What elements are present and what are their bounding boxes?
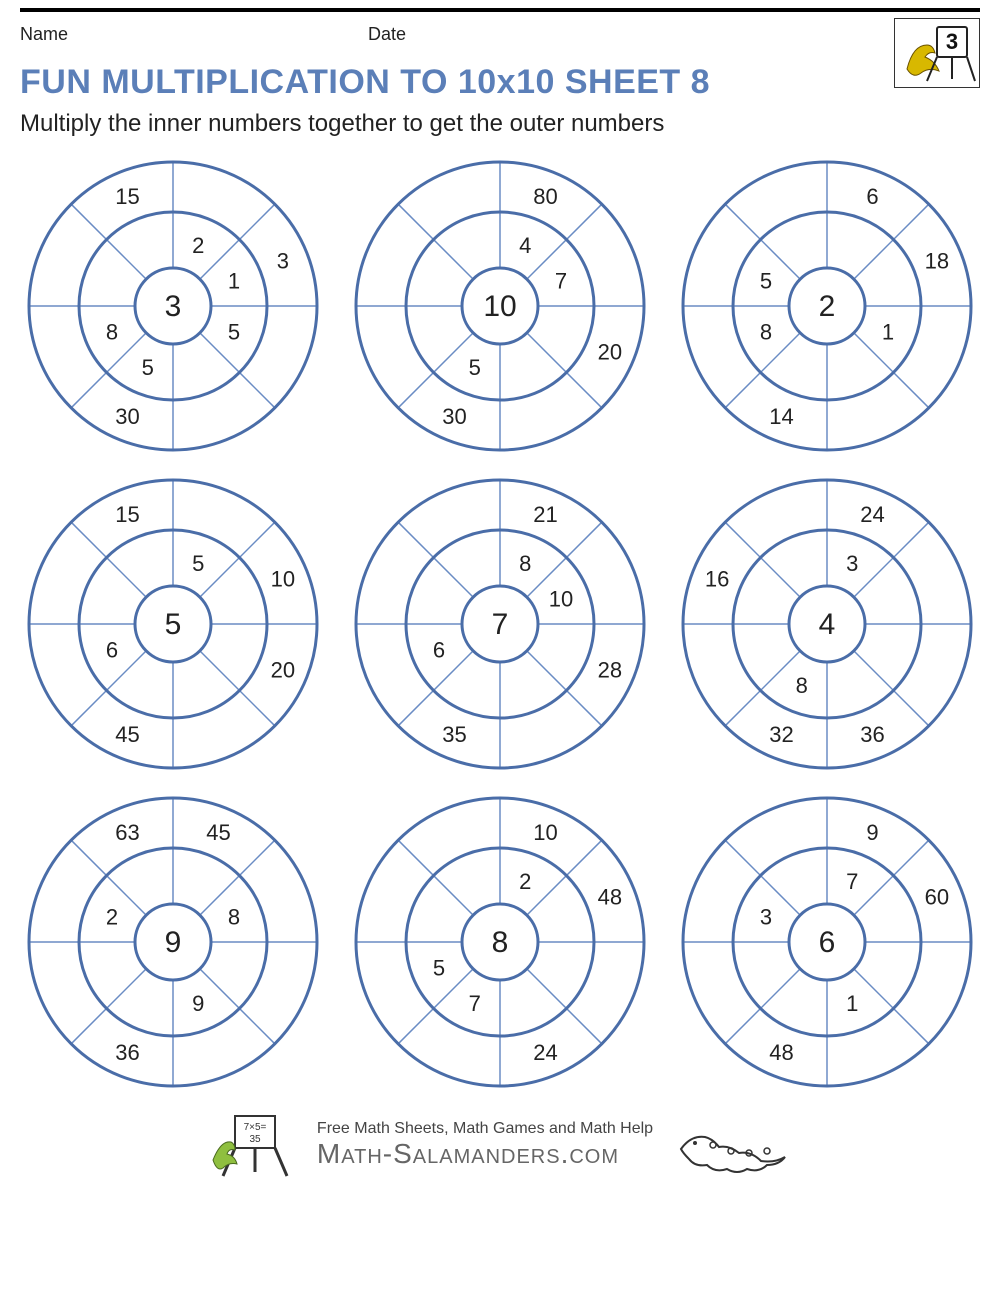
wheel-outer-value: 15 [116, 184, 140, 209]
wheel-inner-value: 1 [882, 319, 894, 344]
wheel-outer-value: 60 [924, 885, 948, 910]
footer-tagline: Free Math Sheets, Math Games and Math He… [317, 1120, 653, 1138]
wheel-outer-value: 3 [277, 249, 289, 274]
wheel-center: 5 [165, 608, 182, 641]
wheel-outer-value: 30 [116, 404, 140, 429]
wheel-outer-value: 63 [116, 820, 140, 845]
wheel-inner-value: 3 [760, 905, 772, 930]
footer: 7×5= 35 Free Math Sheets, Math Games and… [20, 1110, 980, 1180]
wheel-inner-value: 6 [106, 637, 118, 662]
wheel-outer-value: 36 [860, 722, 884, 747]
multiplication-wheel: 2 6 18 1 14 8 5 [677, 156, 977, 456]
wheel-inner-value: 2 [106, 905, 118, 930]
date-label: Date [368, 24, 406, 45]
wheel-outer-value: 18 [924, 249, 948, 274]
worksheet-title: FUN MULTIPLICATION TO 10x10 SHEET 8 [20, 63, 980, 102]
wheel-outer-value: 10 [271, 567, 295, 592]
multiplication-wheel: 4 324 36 832 16 [677, 474, 977, 774]
wheel-outer-value: 32 [769, 722, 793, 747]
wheel-center: 9 [165, 926, 182, 959]
multiplication-wheel: 7 821 10 28 35 6 [350, 474, 650, 774]
wheel-inner-value: 9 [193, 991, 205, 1016]
wheel-outer-value: 24 [860, 502, 884, 527]
wheel-center: 6 [818, 926, 835, 959]
multiplication-wheel: 8 210 48 24 75 [350, 792, 650, 1092]
wheel-inner-value: 5 [228, 319, 240, 344]
wheel-inner-value: 4 [519, 233, 531, 258]
wheel-inner-value: 6 [433, 637, 445, 662]
wheel-outer-value: 20 [598, 340, 622, 365]
footer-text: Free Math Sheets, Math Games and Math He… [317, 1120, 653, 1170]
wheel-inner-value: 8 [519, 551, 531, 576]
wheel-outer-value: 14 [769, 404, 793, 429]
wheel-outer-value: 10 [533, 820, 557, 845]
wheel-center: 2 [818, 290, 835, 323]
wheel-grid: 3213553081510480720530261811485551020456… [20, 156, 980, 1092]
wheel-outer-value: 16 [705, 567, 729, 592]
wheel-center: 4 [818, 608, 835, 641]
header-row: Name Date 3 [20, 24, 980, 45]
footer-brand: Math-Salamanders.com [317, 1138, 653, 1170]
wheel-inner-value: 1 [846, 991, 858, 1016]
wheel-inner-value: 10 [549, 587, 573, 612]
wheel-outer-value: 30 [442, 404, 466, 429]
multiplication-wheel: 6 79 60 1 48 3 [677, 792, 977, 1092]
wheel-outer-value: 36 [116, 1040, 140, 1065]
wheel-center: 10 [483, 290, 516, 323]
wheel-outer-value: 24 [533, 1040, 557, 1065]
svg-text:35: 35 [249, 1134, 261, 1145]
wheel-outer-value: 35 [442, 722, 466, 747]
wheel-inner-value: 1 [228, 269, 240, 294]
top-rule [20, 8, 980, 12]
svg-text:7×5=: 7×5= [244, 1122, 267, 1133]
wheel-inner-value: 8 [228, 905, 240, 930]
wheel-inner-value: 7 [846, 869, 858, 894]
wheel-outer-value: 48 [598, 885, 622, 910]
wheel-outer-value: 20 [271, 658, 295, 683]
wheel-inner-value: 3 [846, 551, 858, 576]
multiplication-wheel: 32135530815 [23, 156, 323, 456]
wheel-outer-value: 80 [533, 184, 557, 209]
multiplication-wheel: 9 45 8 9 36 2 63 [23, 792, 323, 1092]
wheel-inner-value: 7 [469, 991, 481, 1016]
wheel-inner-value: 2 [519, 869, 531, 894]
instructions-text: Multiply the inner numbers together to g… [20, 110, 980, 138]
wheel-center: 8 [492, 926, 509, 959]
wheel-inner-value: 5 [760, 269, 772, 294]
wheel-outer-value: 21 [533, 502, 557, 527]
wheel-inner-value: 5 [193, 551, 205, 576]
wheel-outer-value: 45 [207, 820, 231, 845]
grade-badge: 3 [894, 18, 980, 88]
wheel-outer-value: 15 [116, 502, 140, 527]
wheel-outer-value: 6 [866, 184, 878, 209]
salamander-icon [673, 1115, 793, 1175]
svg-text:3: 3 [946, 29, 958, 54]
wheel-outer-value: 9 [866, 820, 878, 845]
footer-logo-icon: 7×5= 35 [207, 1110, 297, 1180]
wheel-inner-value: 5 [433, 955, 445, 980]
name-label: Name [20, 24, 68, 45]
wheel-inner-value: 2 [193, 233, 205, 258]
multiplication-wheel: 10 480 7 20 530 [350, 156, 650, 456]
wheel-inner-value: 5 [469, 355, 481, 380]
wheel-inner-value: 8 [760, 319, 772, 344]
wheel-inner-value: 8 [106, 319, 118, 344]
wheel-inner-value: 5 [142, 355, 154, 380]
wheel-center: 7 [492, 608, 509, 641]
wheel-outer-value: 45 [116, 722, 140, 747]
wheel-inner-value: 8 [795, 673, 807, 698]
worksheet-page: Name Date 3 FUN MULTIPLICATION TO 10x10 … [0, 8, 1000, 1200]
wheel-center: 3 [165, 290, 182, 323]
wheel-outer-value: 28 [598, 658, 622, 683]
multiplication-wheel: 5 5 10 20 45 6 15 [23, 474, 323, 774]
wheel-outer-value: 48 [769, 1040, 793, 1065]
wheel-inner-value: 7 [555, 269, 567, 294]
